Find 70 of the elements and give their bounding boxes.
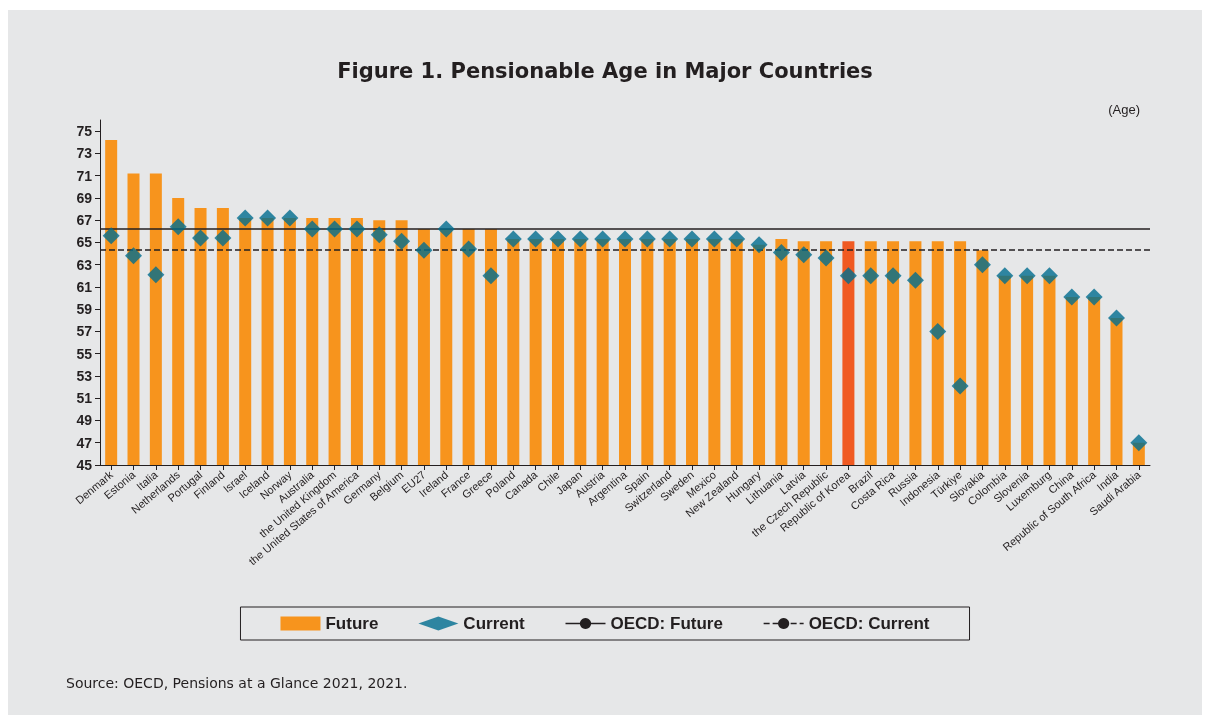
legend-label: OECD: Future: [610, 614, 723, 633]
point: [460, 240, 478, 258]
point: [370, 226, 388, 244]
point: [549, 230, 567, 248]
y-tick-label: 71: [76, 167, 93, 184]
point: [393, 232, 411, 250]
point: [147, 266, 165, 284]
point: [906, 271, 924, 289]
point: [1130, 434, 1148, 452]
y-tick-label: 55: [76, 345, 93, 362]
point: [348, 220, 366, 238]
point: [683, 230, 701, 248]
legend-label: OECD: Current: [808, 614, 930, 633]
point: [125, 247, 143, 265]
point: [973, 256, 991, 274]
y-tick-label: 63: [76, 256, 93, 273]
y-tick-label: 53: [76, 367, 93, 384]
point: [862, 267, 880, 285]
point: [705, 230, 723, 248]
point: [527, 230, 545, 248]
point: [728, 230, 746, 248]
point: [1085, 288, 1103, 306]
point: [192, 229, 210, 247]
point: [996, 267, 1014, 285]
y-tick-label: 51: [76, 390, 93, 407]
y-tick-label: 45: [76, 457, 93, 473]
point: [638, 230, 656, 248]
point: [839, 267, 857, 285]
chart-title: Figure 1. Pensionable Age in Major Countries: [337, 58, 873, 83]
point: [415, 241, 433, 259]
point: [571, 230, 589, 248]
source-note: Source: OECD, Pensions at a Glance 2021, 2021.: [66, 675, 408, 691]
point: [437, 220, 455, 238]
point: [303, 220, 321, 238]
point: [884, 267, 902, 285]
point: [504, 230, 522, 248]
y-tick-label: 65: [76, 234, 93, 251]
point: [482, 267, 500, 285]
legend-label: Current: [463, 614, 526, 633]
y-tick-label: 61: [76, 278, 93, 295]
point: [817, 249, 835, 267]
point: [661, 230, 679, 248]
point: [772, 243, 790, 261]
point: [214, 229, 232, 247]
y-tick-label: 75: [76, 123, 93, 140]
y-tick-label: 73: [76, 145, 93, 162]
y-tick-label: 57: [76, 323, 93, 340]
y-tick-label: 59: [76, 301, 93, 318]
legend-label: Future: [325, 614, 379, 633]
y-tick-label: 69: [76, 189, 93, 206]
point: [594, 230, 612, 248]
point: [1107, 309, 1125, 327]
point: [102, 227, 120, 245]
point: [169, 218, 187, 236]
point: [281, 209, 299, 227]
point: [616, 230, 634, 248]
point: [929, 322, 947, 340]
point: [1063, 288, 1081, 306]
y-axis-title: (Age): [1108, 102, 1140, 117]
y-tick-label: 49: [76, 412, 93, 429]
y-tick-label: 67: [76, 212, 93, 229]
point: [795, 246, 813, 264]
point: [1018, 267, 1036, 285]
y-tick-label: 47: [76, 434, 93, 451]
point: [259, 209, 277, 227]
point: [750, 236, 768, 254]
point: [1040, 267, 1058, 285]
point: [326, 220, 344, 238]
point: [236, 209, 254, 227]
point: [951, 377, 969, 395]
